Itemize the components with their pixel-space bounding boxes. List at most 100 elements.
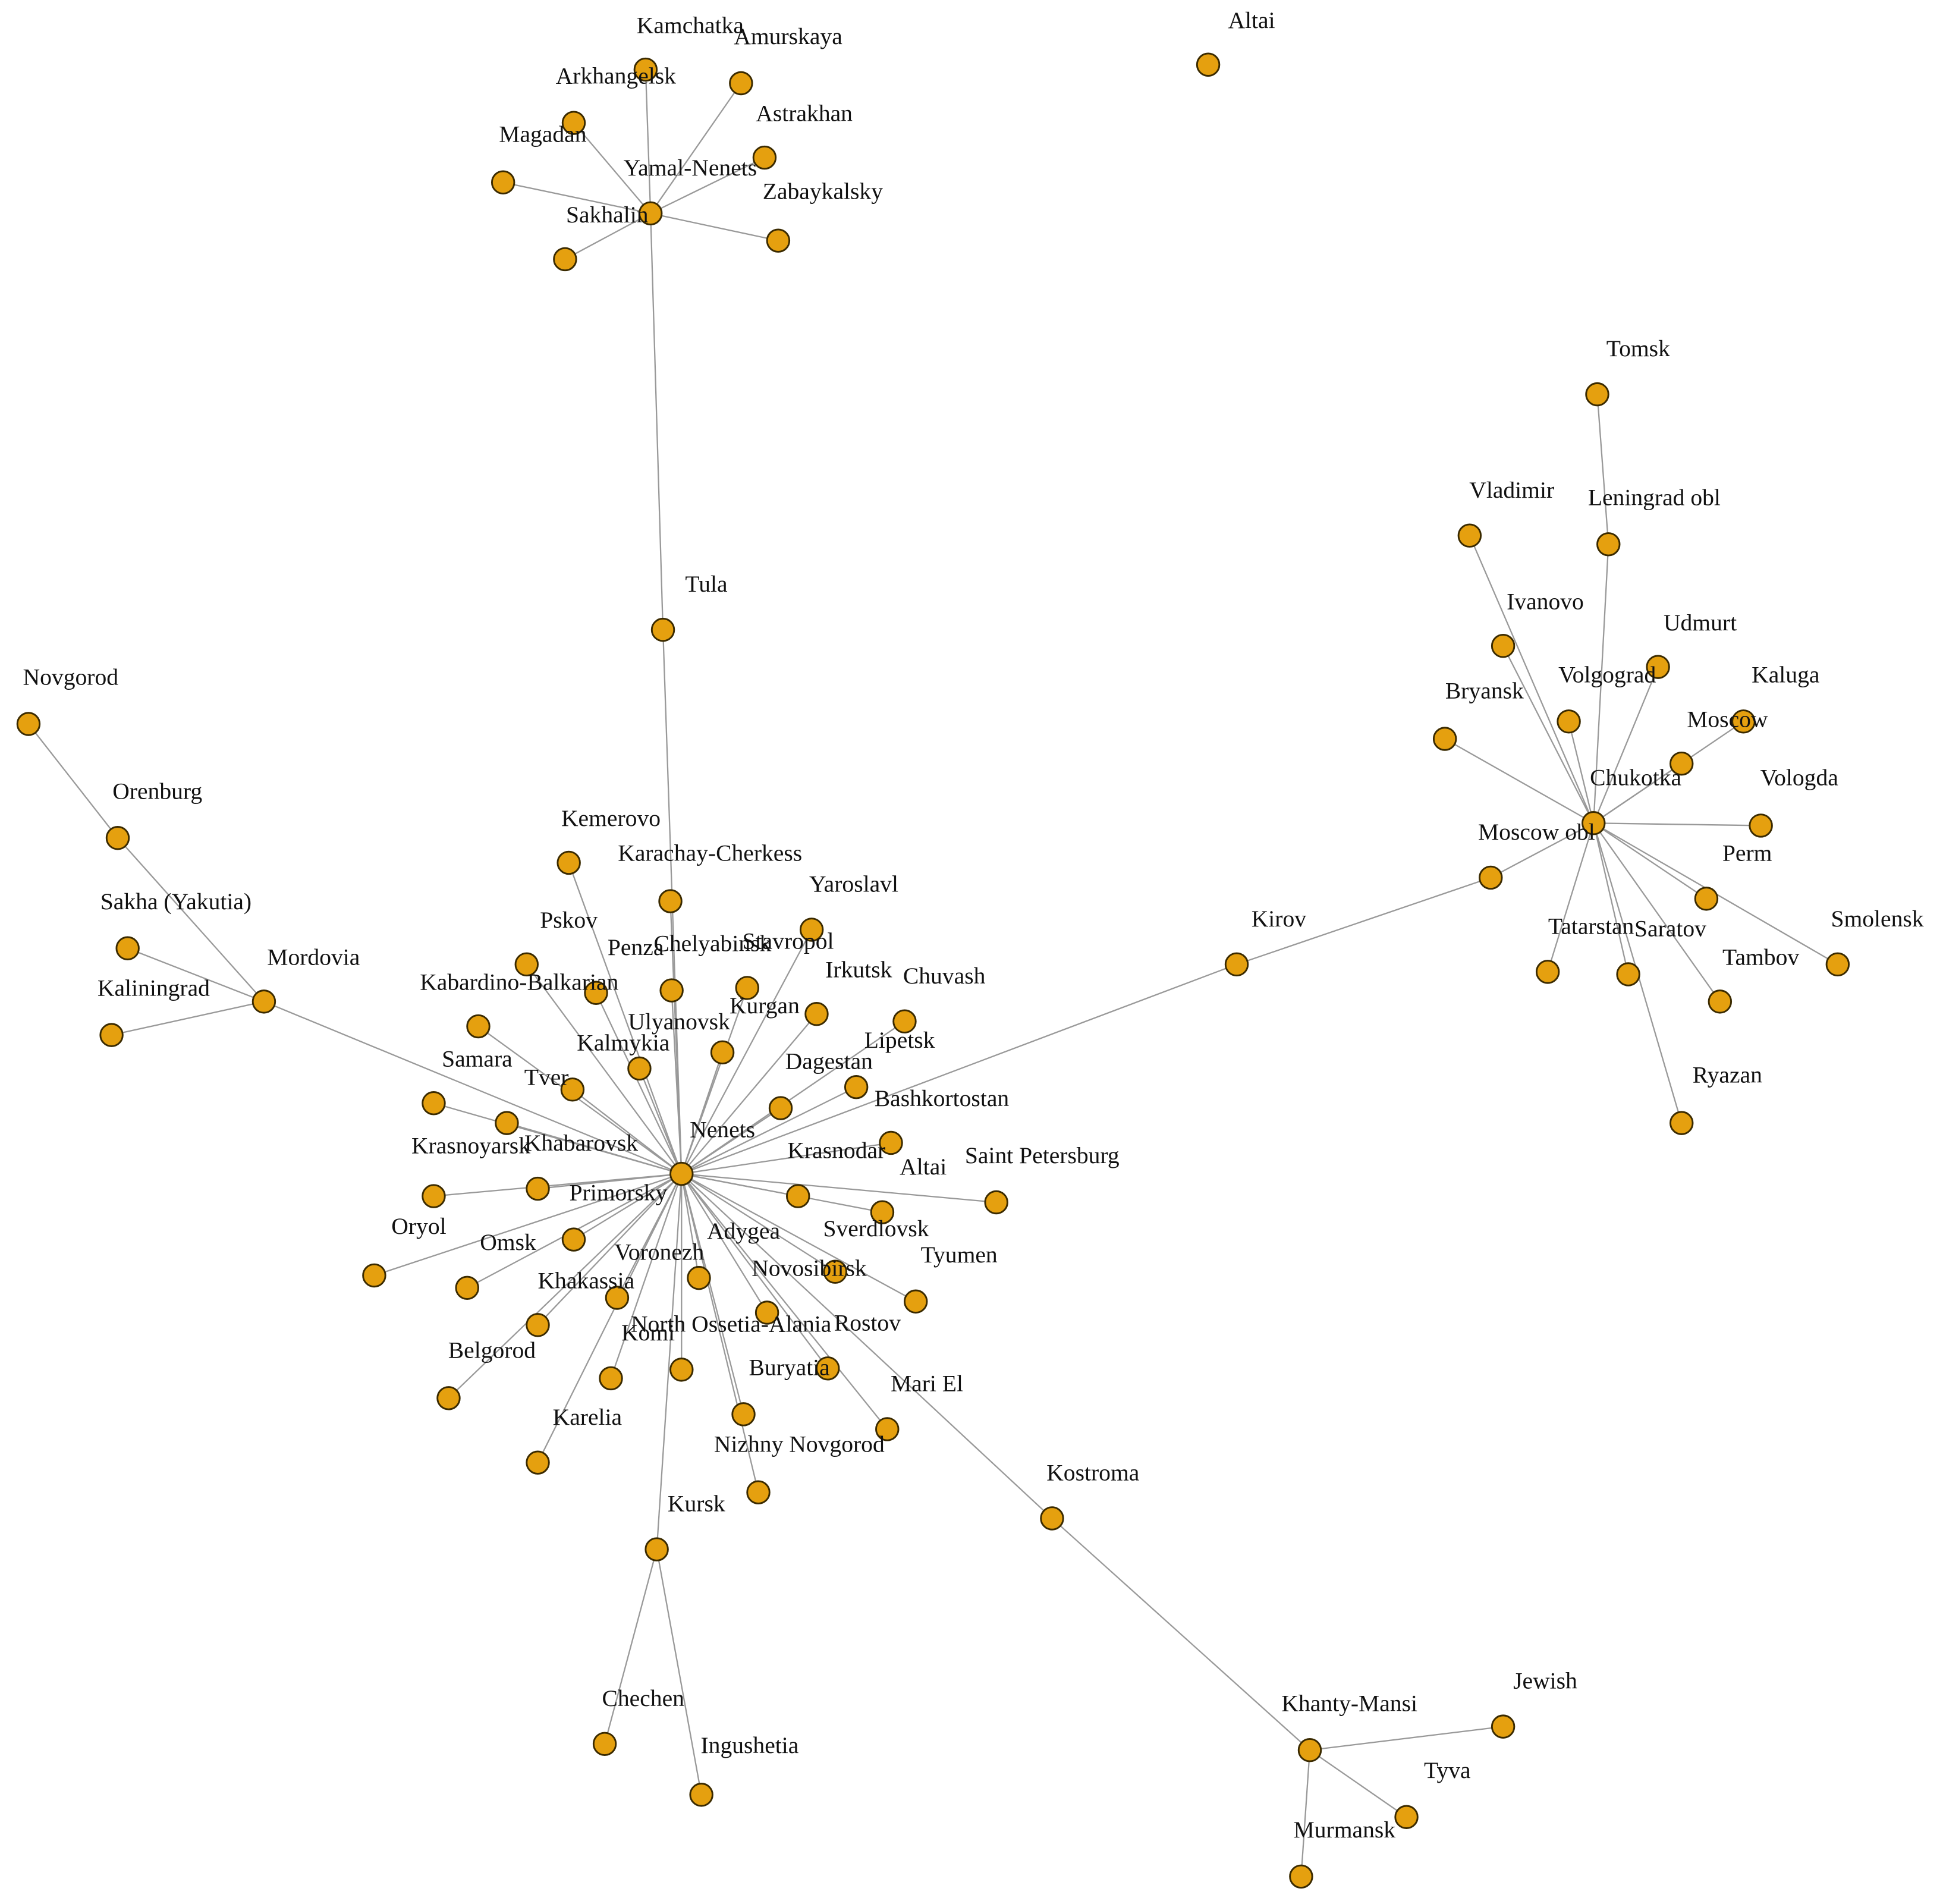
node-label: Kemerovo [561, 805, 661, 831]
node [1557, 709, 1581, 734]
node-label: Yamal-Nenets [624, 155, 757, 181]
node [553, 247, 577, 272]
node [1616, 962, 1640, 986]
edge [117, 837, 265, 1003]
node-label: Tatarstan [1548, 913, 1634, 939]
node [1224, 952, 1249, 977]
node [1196, 52, 1221, 77]
node [1825, 952, 1850, 977]
node [799, 918, 824, 942]
node-label: Kalmykia [577, 1029, 670, 1055]
node-label: Kabardino-Balkarian [420, 969, 618, 995]
node-label: Yaroslavl [809, 871, 898, 897]
edge [681, 1086, 857, 1175]
edge [1593, 822, 1629, 975]
edge [111, 1001, 265, 1036]
node-label: Tomsk [1606, 335, 1670, 362]
node [1297, 1738, 1322, 1762]
node [823, 1259, 847, 1284]
node-label: Samara [442, 1045, 513, 1072]
edge [537, 1173, 683, 1463]
node [768, 1096, 793, 1120]
node-label: Chukotka [1590, 764, 1681, 790]
node [599, 1366, 623, 1391]
node-label: Komi [621, 1319, 675, 1346]
edge [603, 1549, 658, 1745]
edge [656, 1173, 683, 1550]
edge [644, 70, 652, 213]
node-label: Chuvash [903, 963, 986, 989]
edge [1593, 667, 1659, 824]
edge [656, 1549, 702, 1795]
node [638, 201, 663, 226]
edge [650, 212, 779, 241]
node [633, 57, 658, 82]
edge [1309, 1726, 1504, 1751]
node [1708, 989, 1733, 1014]
node-label: Ryazan [1693, 1062, 1762, 1088]
node-label: Tyumen [921, 1242, 998, 1268]
edge [127, 947, 265, 1003]
node-label: Dagestan [785, 1048, 873, 1074]
edge [374, 1173, 682, 1277]
node-label: Oryol [391, 1213, 446, 1239]
node-label: Krasnoyarsk [411, 1132, 530, 1158]
node-label: Kaliningrad [98, 975, 210, 1001]
node-label: Nenets [690, 1116, 755, 1142]
edge [1593, 822, 1761, 827]
node-label: Belgorod [448, 1337, 536, 1363]
node-label: Chechen [602, 1685, 684, 1711]
node [592, 1732, 617, 1757]
node-label: Sakhalin [566, 202, 649, 228]
edge [681, 963, 1237, 1175]
node [659, 978, 684, 1003]
node [605, 1286, 630, 1310]
node-label: Tver [524, 1064, 569, 1091]
node [1457, 523, 1482, 548]
node [560, 1077, 585, 1102]
node-label: Kursk [668, 1491, 725, 1517]
edge [564, 212, 651, 260]
node [1040, 1506, 1064, 1531]
node [251, 989, 276, 1014]
node [650, 617, 675, 642]
node-label: Arkhangelsk [556, 63, 676, 89]
node [526, 1176, 550, 1201]
edge [1300, 1750, 1311, 1877]
node [903, 1289, 928, 1314]
node-label: Penza [608, 934, 664, 960]
node-label: Ulyanovsk [628, 1008, 730, 1035]
node [746, 1480, 771, 1504]
edge [595, 992, 683, 1174]
edge [1547, 822, 1595, 972]
node-label: Volgograd [1558, 661, 1656, 687]
edge [1593, 822, 1721, 1003]
node-label: Sakha (Yakutia) [100, 888, 251, 915]
node-label: Irkutsk [825, 956, 892, 982]
node-label: Krasnodar [787, 1138, 885, 1164]
edge [681, 1173, 768, 1314]
node [766, 228, 791, 253]
node [1670, 751, 1694, 776]
node-label: Altai [900, 1154, 947, 1180]
node [422, 1184, 446, 1208]
node [816, 1356, 840, 1381]
node-label: Tula [685, 571, 728, 597]
node-label: Novosibirsk [752, 1255, 867, 1281]
edge [1593, 763, 1682, 824]
node-label: Primorsky [570, 1180, 668, 1206]
node-label: North Ossetia-Alania [631, 1311, 832, 1337]
node-label: Murmansk [1294, 1817, 1396, 1843]
node [514, 952, 539, 977]
node-label: Saratov [1634, 916, 1706, 942]
node [1694, 887, 1719, 911]
edges [28, 70, 1838, 1877]
edge [681, 1173, 883, 1213]
node [752, 145, 777, 170]
edge [1469, 535, 1595, 824]
edge [1236, 876, 1491, 965]
node [1731, 709, 1756, 734]
edge [681, 1173, 829, 1369]
edge [263, 1001, 682, 1175]
edge [1593, 822, 1707, 900]
